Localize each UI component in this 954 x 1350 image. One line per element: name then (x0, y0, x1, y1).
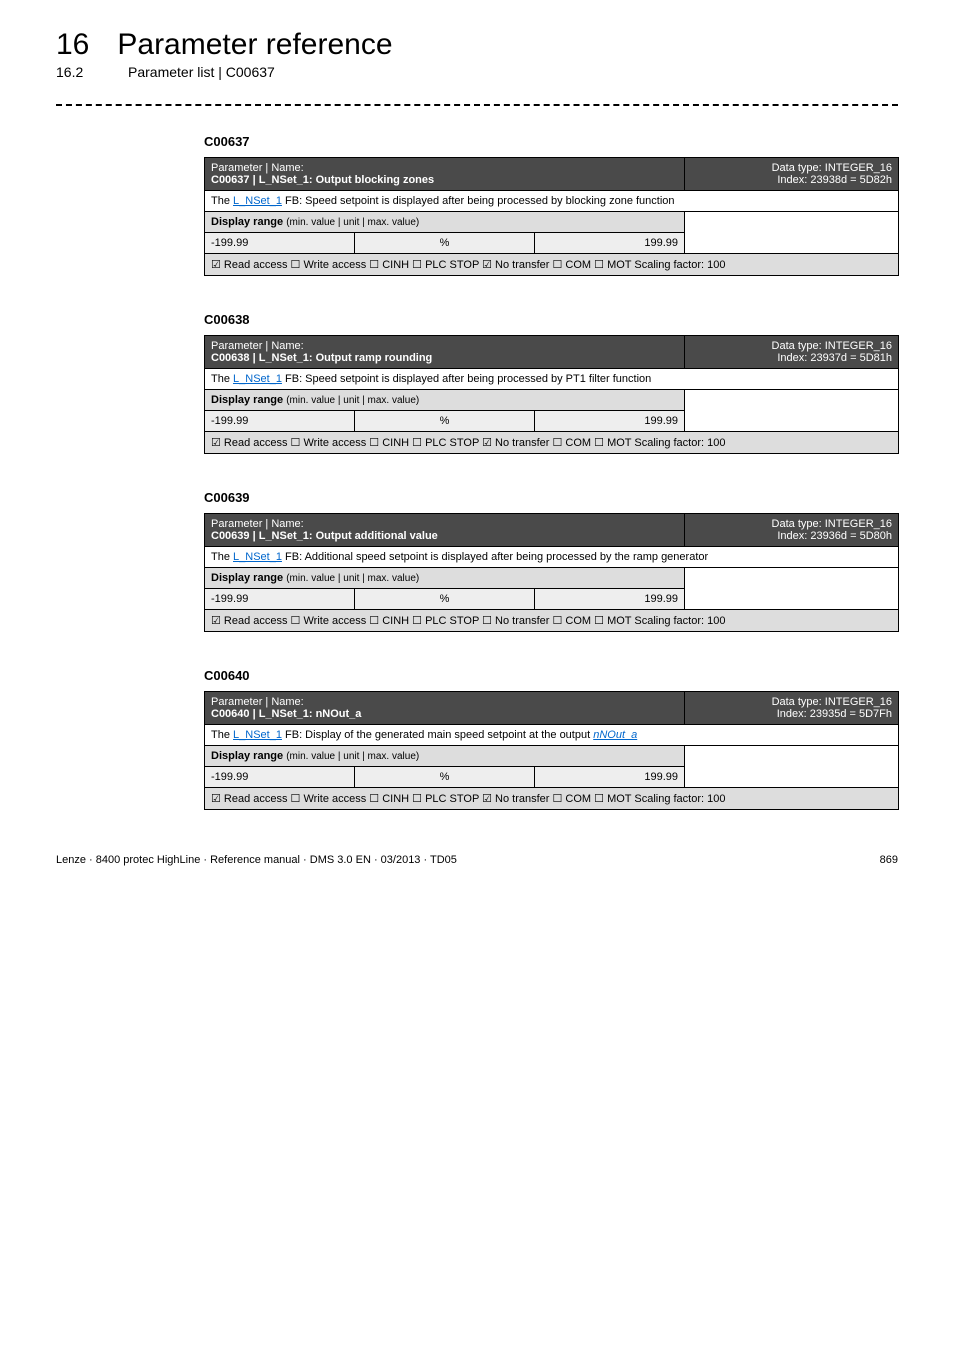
parameter-block: C00640 Parameter | Name:C00640 | L_NSet_1… (204, 668, 898, 810)
param-name-cell: Parameter | Name:C00638 | L_NSet_1: Outp… (205, 336, 685, 369)
display-range-header: Display range (min. value | unit | max. … (205, 568, 685, 589)
parameter-table: Parameter | Name:C00639 | L_NSet_1: Outp… (204, 513, 899, 632)
access-flags: ☑ Read access ☐ Write access ☐ CINH ☐ PL… (205, 254, 899, 276)
header-row: 16 Parameter reference (56, 28, 898, 62)
param-datatype-cell: Data type: INTEGER_16 Index: 23937d = 5D… (685, 336, 899, 369)
param-name-cell: Parameter | Name:C00637 | L_NSet_1: Outp… (205, 158, 685, 191)
display-range-header: Display range (min. value | unit | max. … (205, 212, 685, 233)
max-value: 199.99 (535, 233, 685, 254)
parameter-table: Parameter | Name:C00640 | L_NSet_1: nNOu… (204, 691, 899, 810)
unit-value: % (355, 589, 535, 610)
fb-link[interactable]: L_NSet_1 (233, 729, 282, 741)
param-description: The L_NSet_1 FB: Additional speed setpoi… (205, 547, 899, 568)
max-value: 199.99 (535, 767, 685, 788)
fb-link[interactable]: L_NSet_1 (233, 551, 282, 563)
access-flags: ☑ Read access ☐ Write access ☐ CINH ☐ PL… (205, 432, 899, 454)
page-footer: Lenze · 8400 protec HighLine · Reference… (56, 854, 898, 866)
min-value: -199.99 (205, 411, 355, 432)
fb-link[interactable]: L_NSet_1 (233, 195, 282, 207)
min-value: -199.99 (205, 589, 355, 610)
blank-cell (685, 568, 899, 610)
param-description: The L_NSet_1 FB: Speed setpoint is displ… (205, 369, 899, 390)
param-name-cell: Parameter | Name:C00640 | L_NSet_1: nNOu… (205, 692, 685, 725)
display-range-header: Display range (min. value | unit | max. … (205, 390, 685, 411)
blank-cell (685, 212, 899, 254)
parameter-code: C00640 (204, 668, 898, 683)
footer-left: Lenze · 8400 protec HighLine · Reference… (56, 854, 457, 866)
access-flags: ☑ Read access ☐ Write access ☐ CINH ☐ PL… (205, 788, 899, 810)
parameter-code: C00639 (204, 490, 898, 505)
param-datatype-cell: Data type: INTEGER_16 Index: 23935d = 5D… (685, 692, 899, 725)
max-value: 199.99 (535, 589, 685, 610)
separator (56, 104, 898, 106)
parameter-block: C00638 Parameter | Name:C00638 | L_NSet_1… (204, 312, 898, 454)
max-value: 199.99 (535, 411, 685, 432)
chapter-title: Parameter reference (117, 28, 392, 62)
parameter-code: C00638 (204, 312, 898, 327)
min-value: -199.99 (205, 233, 355, 254)
display-range-header: Display range (min. value | unit | max. … (205, 746, 685, 767)
unit-value: % (355, 767, 535, 788)
page: 16 Parameter reference 16.2 Parameter li… (0, 0, 954, 886)
section-number: 16.2 (56, 64, 100, 80)
subheader-row: 16.2 Parameter list | C00637 (56, 64, 898, 80)
blank-cell (685, 746, 899, 788)
param-description: The L_NSet_1 FB: Speed setpoint is displ… (205, 191, 899, 212)
access-flags: ☑ Read access ☐ Write access ☐ CINH ☐ PL… (205, 610, 899, 632)
output-link[interactable]: nNOut_a (593, 729, 637, 741)
unit-value: % (355, 411, 535, 432)
parameter-block: C00637 Parameter | Name:C00637 | L_NSet_1… (204, 134, 898, 276)
footer-right: 869 (880, 854, 898, 866)
param-description: The L_NSet_1 FB: Display of the generate… (205, 725, 899, 746)
chapter-number: 16 (56, 28, 89, 62)
param-datatype-cell: Data type: INTEGER_16 Index: 23938d = 5D… (685, 158, 899, 191)
blank-cell (685, 390, 899, 432)
param-name-cell: Parameter | Name:C00639 | L_NSet_1: Outp… (205, 514, 685, 547)
parameter-table: Parameter | Name:C00637 | L_NSet_1: Outp… (204, 157, 899, 276)
param-datatype-cell: Data type: INTEGER_16 Index: 23936d = 5D… (685, 514, 899, 547)
min-value: -199.99 (205, 767, 355, 788)
parameter-table: Parameter | Name:C00638 | L_NSet_1: Outp… (204, 335, 899, 454)
unit-value: % (355, 233, 535, 254)
parameter-code: C00637 (204, 134, 898, 149)
parameter-block: C00639 Parameter | Name:C00639 | L_NSet_1… (204, 490, 898, 632)
fb-link[interactable]: L_NSet_1 (233, 373, 282, 385)
section-title: Parameter list | C00637 (128, 64, 275, 80)
